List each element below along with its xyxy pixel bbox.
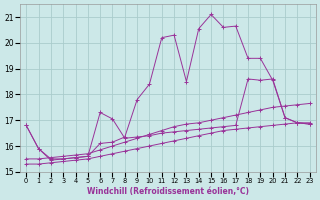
- X-axis label: Windchill (Refroidissement éolien,°C): Windchill (Refroidissement éolien,°C): [87, 187, 249, 196]
